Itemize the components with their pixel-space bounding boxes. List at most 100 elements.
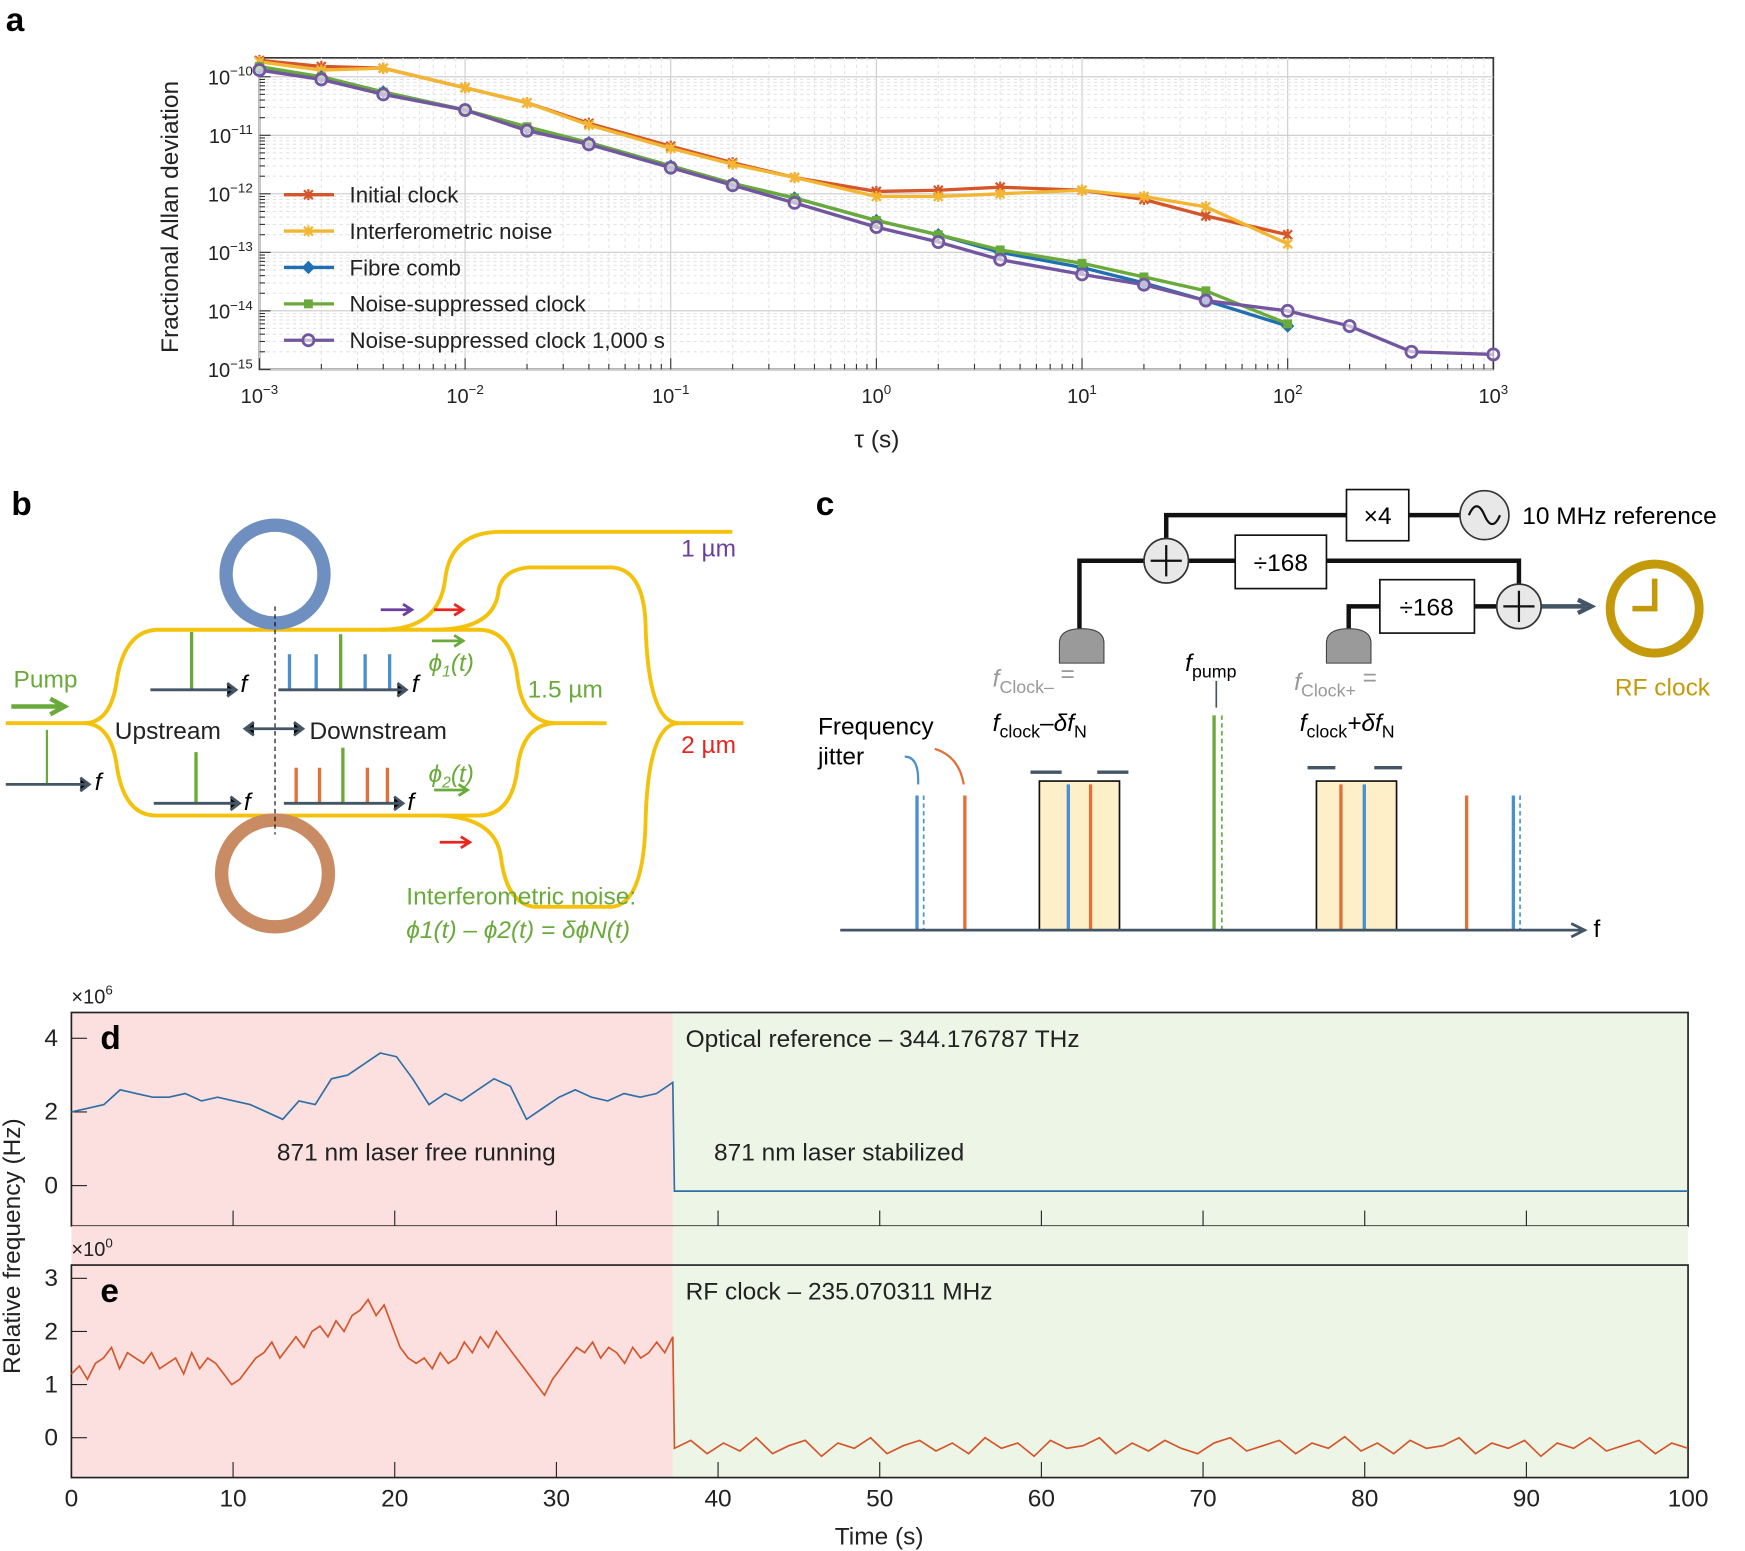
f-pump-label: fpump (1185, 650, 1236, 682)
tick-exponent: 3 (1501, 382, 1508, 397)
f-label: f (95, 769, 104, 796)
upper-arm-waveguide (5, 627, 607, 726)
data-point (303, 189, 314, 201)
data-point (931, 235, 946, 249)
series-lines (252, 54, 1501, 362)
y-tick-label: 10−10 (208, 64, 253, 90)
data-point (1404, 344, 1419, 359)
data-point (1075, 267, 1089, 282)
tick-base: ×10 (71, 1239, 105, 1261)
tick-exponent: −14 (230, 298, 253, 313)
data-point (789, 171, 800, 184)
spectrum-diagram (840, 680, 1588, 939)
y-tick-label: 1 (44, 1371, 58, 1398)
jitter-arrow-blue (904, 755, 920, 785)
rf-circuit (1077, 512, 1522, 629)
wavelength-2um-label: 2 µm (681, 732, 736, 759)
f-label: f (244, 789, 253, 816)
data-point (725, 178, 740, 193)
tick-base: ×10 (71, 987, 105, 1009)
x-axis-label: τ (s) (854, 426, 899, 453)
rf-clock-label: RF clock (1615, 674, 1711, 701)
x-tick-label: 60 (1028, 1485, 1055, 1512)
data-point (303, 225, 314, 237)
x-tick-label: 102 (1273, 382, 1303, 408)
oscillator-icon (1459, 489, 1510, 541)
stabilized-label: 871 nm laser stabilized (714, 1139, 964, 1166)
divider-box-1 (1234, 534, 1328, 590)
f-axis-label: f (1593, 916, 1600, 943)
phi1-label: ϕ1(t) (429, 650, 474, 681)
spectra-icons (5, 602, 473, 850)
reference-label: 10 MHz reference (1522, 503, 1716, 530)
data-point (581, 137, 596, 152)
output-arrow-icon (1541, 597, 1597, 616)
x-tick-label: 100 (1668, 1485, 1709, 1512)
data-point (458, 103, 473, 118)
x-tick-label: 10−1 (652, 382, 689, 408)
data-point (1076, 184, 1088, 196)
tick-base: 10 (446, 386, 468, 408)
legend-label: Initial clock (350, 182, 460, 207)
panel-label-c: c (816, 486, 835, 523)
tick-exponent: −13 (230, 239, 253, 254)
y-axis-label: Relative frequency (Hz) (0, 1118, 26, 1374)
x-tick-label: 30 (543, 1485, 570, 1512)
multiplier-box (1345, 488, 1410, 542)
data-point (1200, 201, 1212, 213)
data-point (301, 333, 316, 348)
tick-base: 10 (1273, 386, 1295, 408)
x-axis-label: Time (s) (835, 1523, 924, 1550)
y-tick-label: 10−11 (209, 122, 253, 148)
tick-exponent: 2 (1295, 382, 1302, 397)
y-tick-label: 4 (44, 1025, 58, 1052)
y-tick-label: 2 (44, 1318, 58, 1345)
y-tick-label: 0 (44, 1425, 58, 1452)
y-tick-label: 2 (44, 1099, 58, 1126)
data-point (787, 195, 802, 210)
scale-label: ×106 (71, 983, 112, 1009)
divider-label-1: ÷168 (1254, 550, 1308, 577)
red-arrow-icon (434, 602, 466, 617)
x-tick-label: 100 (862, 382, 892, 408)
tick-exponent: −10 (230, 64, 253, 79)
jitter-arrow-orange (934, 747, 965, 785)
x-tick-label: 10−2 (446, 382, 483, 408)
jitter-label-2: jitter (817, 743, 864, 770)
waveguide-1um (380, 529, 733, 632)
data-point (993, 252, 1008, 267)
divider-box-2 (1379, 578, 1476, 634)
data-point (1280, 303, 1295, 318)
downstream-label: Downstream (310, 718, 447, 745)
noise-equation: ϕ1(t) – ϕ2(t) = δϕN(t) (406, 917, 630, 944)
f-clock-minus-label: fClock– = (993, 661, 1075, 697)
tick-base: 10 (1067, 386, 1089, 408)
f-clock-minus-expr: fclock–δfN (993, 710, 1087, 742)
jitter-arrows (905, 751, 964, 784)
upstream-label: Upstream (115, 718, 221, 745)
x-tick-label: 0 (65, 1485, 79, 1512)
tick-base: 10 (208, 302, 230, 324)
y-tick-label: 10−12 (208, 181, 253, 207)
noise-title: Interferometric noise: (406, 884, 636, 911)
photodetector-icon (1058, 628, 1105, 664)
tick-exponent: 0 (105, 1235, 112, 1250)
tick-exponent: −11 (231, 122, 253, 137)
panel-label-b: b (11, 486, 31, 523)
data-point (665, 142, 676, 154)
f-label: f (241, 671, 250, 698)
tick-base: 10 (862, 386, 884, 408)
tick-base: 10 (208, 68, 230, 90)
x-tick-label: 70 (1189, 1485, 1216, 1512)
tick-exponent: 1 (1089, 382, 1096, 397)
waveguide-2um-bottom (439, 721, 680, 909)
data-point (1283, 319, 1293, 329)
wavelength-1-5um-label: 1.5 µm (528, 677, 603, 704)
data-point (663, 160, 678, 175)
x-tick-label: 80 (1351, 1485, 1378, 1512)
free-running-region (71, 1012, 673, 1227)
data-point (869, 220, 884, 235)
divider-label-2: ÷168 (1399, 594, 1453, 621)
data-point (1138, 190, 1150, 203)
